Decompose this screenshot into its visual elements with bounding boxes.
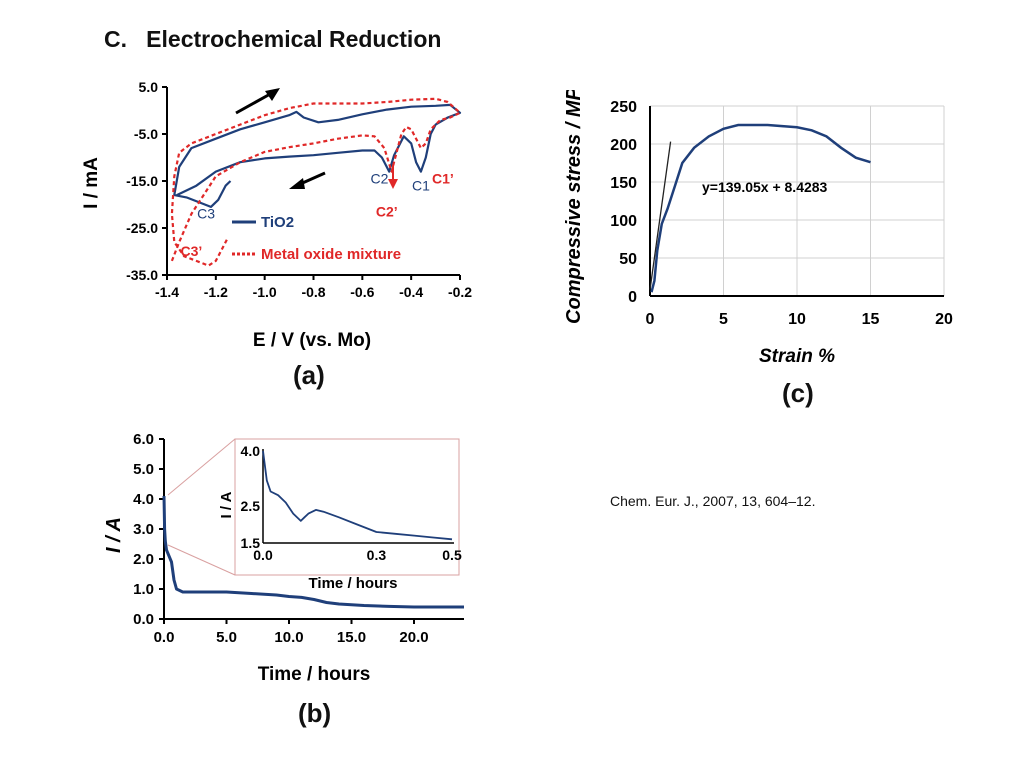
peak-label: C1 [412,177,430,193]
chart-c-x-tick-label: 15 [862,311,880,328]
chart-a-y-tick-label: -35.0 [126,267,158,283]
stress-strain-curve [650,123,871,293]
chart-b-y-tick-label: 1.0 [133,581,154,598]
chart-c-y-label: Compressive stress / MPa [563,90,585,324]
peak-label: C3’ [181,243,203,259]
chart-a-y-tick-label: -15.0 [126,173,158,189]
chart-c-x-tick-label: 5 [719,311,728,328]
chart-c-y-tick-label: 50 [619,251,637,268]
slide-title: C. Electrochemical Reduction [104,26,442,52]
legend-mixture-label: Metal oxide mixture [261,246,401,263]
inset-x-tick-label: 0.0 [253,547,273,563]
chart-a-x-tick-label: -0.8 [301,284,325,300]
chart-a-y-tick-label: -25.0 [126,220,158,236]
inset-y-tick-label: 1.5 [241,535,261,551]
chart-c-x-tick-label: 0 [646,311,655,328]
chart-b-x-label: Time / hours [258,664,371,685]
chart-c-x-tick-label: 20 [935,311,953,328]
chart-b-x-tick-label: 0.0 [154,629,175,646]
current-time-curve [162,495,464,609]
chart-b-x-tick-label: 20.0 [399,629,428,646]
chart-a: -1.4 -1.2 -1.0 -0.8 -0.6 -0.4 -0.2 5.0 -5.0 -15.0… [81,79,472,351]
peak-label: C3 [197,206,215,222]
chart-c: 0 50 100 150 200 250 0 5 10 15 20 y=139.05x + 8.42… [563,90,953,367]
zoom-line-top [167,438,236,496]
panel-c-label: (c) [782,378,814,408]
chart-a-x-tick-label: -1.2 [204,284,228,300]
panel-b-label: (b) [298,698,332,728]
chart-b-y-tick-label: 0.0 [133,611,154,628]
chart-b-y-tick-label: 6.0 [133,431,154,448]
zoom-line-bottom [167,544,236,576]
sweep-direction-arrows [235,88,398,189]
reverse-arrowhead-icon [289,178,305,189]
chart-a-x-tick-label: -0.4 [399,284,423,300]
panel-a-label: (a) [293,360,325,390]
chart-c-x-tick-label: 10 [788,311,806,328]
chart-b-x-tick-label: 15.0 [337,629,366,646]
citation: Chem. Eur. J., 2007, 13, 604–12. [610,493,816,509]
tio2-curve [173,103,462,208]
inset-x-tick-label: 0.5 [442,547,462,563]
chart-a-y-tick-label: 5.0 [139,79,159,95]
inset-x-tick-label: 0.3 [367,547,387,563]
chart-a-x-tick-label: -1.4 [155,284,179,300]
chart-a-y-label: I / mA [81,157,102,209]
chart-c-y-tick-label: 100 [610,213,637,230]
chart-b-y-tick-label: 5.0 [133,461,154,478]
chart-a-x-tick-label: -0.6 [350,284,374,300]
inset-y-tick-label: 4.0 [241,443,261,459]
inset-curve [262,450,453,541]
chart-a-x-label: E / V (vs. Mo) [253,330,371,351]
chart-a-legend: TiO2 Metal oxide mixture [232,214,401,263]
chart-b-x-tick-label: 10.0 [274,629,303,646]
chart-c-y-tick-label: 250 [610,99,637,116]
inset-y-tick-label: 2.5 [241,498,261,514]
chart-b-x-tick-label: 5.0 [216,629,237,646]
inset-frame [234,438,460,576]
forward-sweep-arrow [235,91,273,115]
inset-y-label: I / A [218,491,235,518]
chart-b-y-label: I / A [103,517,125,553]
c2-prime-arrowhead-icon [388,179,398,189]
chart-c-axes [649,106,944,297]
linear-fit-line [649,141,672,290]
chart-c-y-tick-label: 200 [610,137,637,154]
inset-x-label: Time / hours [309,575,398,592]
chart-b-y-tick-label: 4.0 [133,491,154,508]
peak-label: C1’ [432,170,454,186]
chart-c-y-tick-label: 0 [628,289,637,306]
fit-equation: y=139.05x + 8.4283 [702,179,828,195]
chart-a-x-tick-label: -0.2 [448,284,472,300]
chart-c-x-label: Strain % [759,346,835,367]
chart-b-y-tick-label: 2.0 [133,551,154,568]
chart-b: 0.0 5.0 10.0 15.0 20.00.01.02.03.04.05.06.0 … [103,431,464,685]
legend-tio2-label: TiO2 [261,214,294,231]
peak-label: C2 [370,170,388,186]
chart-a-y-tick-label: -5.0 [134,126,158,142]
chart-b-y-tick-label: 3.0 [133,521,154,538]
peak-label: C2’ [376,203,398,219]
chart-a-x-tick-label: -1.0 [253,284,277,300]
chart-c-y-tick-label: 150 [610,175,637,192]
forward-arrowhead-icon [265,88,280,101]
metal-oxide-mixture-curve [170,97,462,267]
